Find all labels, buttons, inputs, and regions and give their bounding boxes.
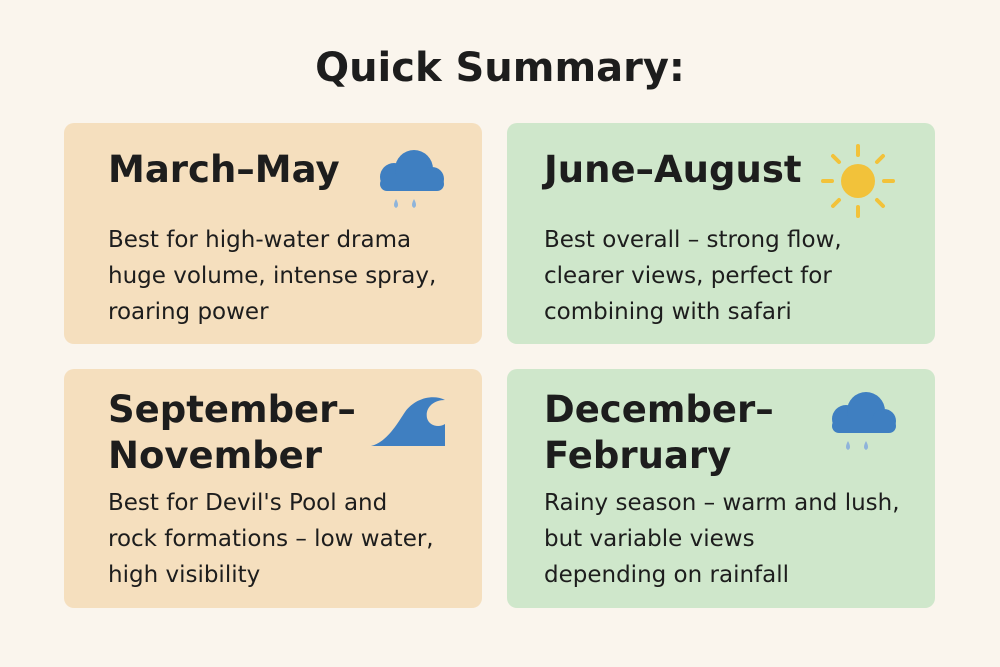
body-line: combining with safari bbox=[544, 299, 792, 325]
card: June–August Best overall – strong flow, … bbox=[507, 123, 935, 344]
heading-line: March–May bbox=[108, 148, 340, 191]
body-line: high visibility bbox=[108, 562, 261, 588]
rain-cloud-icon bbox=[380, 150, 444, 208]
card-body: Rainy season – warm and lush, but variab… bbox=[544, 485, 900, 593]
card: December– February Rainy season – warm a… bbox=[507, 369, 935, 608]
heading-line: September– bbox=[108, 388, 356, 431]
heading-line: February bbox=[544, 434, 732, 477]
sun-icon bbox=[821, 144, 895, 218]
body-line: clearer views, perfect for bbox=[544, 263, 832, 289]
body-line: huge volume, intense spray, bbox=[108, 263, 437, 289]
body-line: Rainy season – warm and lush, bbox=[544, 490, 900, 516]
title: Quick Summary: bbox=[315, 45, 685, 91]
card-heading: June–August bbox=[544, 147, 802, 193]
card: March–May Best for high-water drama huge… bbox=[64, 123, 482, 344]
card-heading: March–May bbox=[108, 147, 340, 193]
card: September– November Best for Devil's Poo… bbox=[64, 369, 482, 608]
body-line: rock formations – low water, bbox=[108, 526, 434, 552]
body-line: depending on rainfall bbox=[544, 562, 790, 588]
card-body: Best overall – strong flow, clearer view… bbox=[544, 222, 842, 330]
rain-cloud-icon bbox=[832, 392, 896, 450]
card-heading: December– February bbox=[544, 387, 774, 479]
card-body: Best for high-water drama huge volume, i… bbox=[108, 222, 436, 330]
heading-line: December– bbox=[544, 388, 774, 431]
card-heading: September– November bbox=[108, 387, 356, 479]
body-line: Best for Devil's Pool and bbox=[108, 490, 388, 516]
heading-line: June–August bbox=[544, 148, 802, 191]
body-line: Best overall – strong flow, bbox=[544, 227, 842, 253]
body-line: roaring power bbox=[108, 299, 269, 325]
card-body: Best for Devil's Pool and rock formation… bbox=[108, 485, 434, 593]
heading-line: November bbox=[108, 434, 322, 477]
body-line: Best for high-water drama bbox=[108, 227, 412, 253]
body-line: but variable views bbox=[544, 526, 755, 552]
wave-icon bbox=[371, 397, 445, 446]
